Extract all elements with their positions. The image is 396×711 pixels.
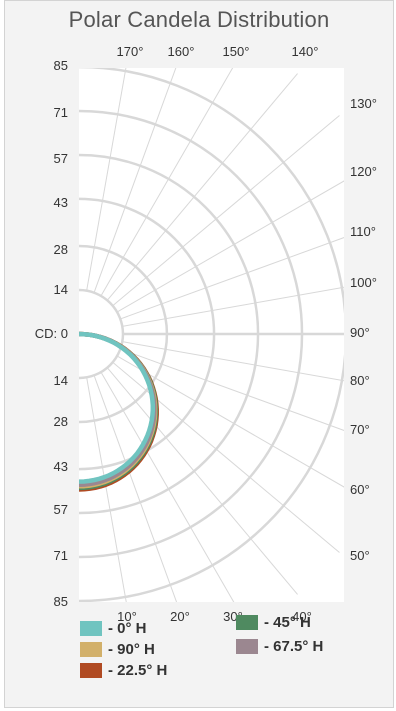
angle-tick-label: 160° <box>168 44 195 59</box>
angle-tick-label: 90° <box>350 325 370 340</box>
angle-tick-label: 20° <box>170 609 190 624</box>
grid-spoke <box>106 73 298 301</box>
legend-label: - 22.5° H <box>108 662 168 679</box>
radial-tick-label: 43 <box>54 195 68 210</box>
radial-tick-label: 57 <box>54 151 68 166</box>
grid-spoke <box>86 68 127 291</box>
legend-item-0deg: - 0° H <box>80 620 147 637</box>
grid-spoke <box>112 115 340 307</box>
radial-tick-label: 14 <box>54 373 68 388</box>
angle-tick-label: 10° <box>117 609 137 624</box>
grid-spoke <box>122 286 344 327</box>
angle-tick-label: 120° <box>350 164 377 179</box>
grid-spoke <box>86 377 127 602</box>
angle-tick-label: 130° <box>350 96 377 111</box>
legend-label: - 0° H <box>108 620 147 637</box>
legend-swatch <box>80 663 102 678</box>
angle-tick-label: 170° <box>117 44 144 59</box>
legend-item-45deg: - 45° H <box>236 614 311 631</box>
angle-tick-label: 50° <box>350 548 370 563</box>
angle-tick-label: 100° <box>350 275 377 290</box>
radial-tick-label: 57 <box>54 502 68 517</box>
grid-spoke <box>93 68 177 293</box>
radial-tick-label: 28 <box>54 242 68 257</box>
grid-spoke <box>120 348 344 431</box>
axis-labels: 85 71 57 43 28 14 CD: 0 14 28 43 57 71 85 170° 160° 150… <box>35 44 377 624</box>
legend-label: - 67.5° H <box>264 638 324 655</box>
angle-tick-label: 70° <box>350 422 370 437</box>
radial-tick-label: 14 <box>54 282 68 297</box>
radial-tick-label: 43 <box>54 459 68 474</box>
angle-tick-label: 60° <box>350 482 370 497</box>
radial-tick-label: 85 <box>54 594 68 609</box>
grid-spoke <box>120 237 344 320</box>
radial-tick-label: 71 <box>54 548 68 563</box>
legend-swatch <box>80 642 102 657</box>
angle-tick-label: 140° <box>292 44 319 59</box>
series-line <box>79 331 156 484</box>
legend-item-67-5deg: - 67.5° H <box>236 638 323 655</box>
angle-tick-label: 110° <box>350 224 376 239</box>
grid-spoke <box>106 367 298 595</box>
radial-tick-label: 85 <box>54 58 68 73</box>
polar-grid <box>79 68 344 602</box>
legend-swatch <box>80 621 102 636</box>
radial-tick-label: 28 <box>54 414 68 429</box>
legend-label: - 90° H <box>108 641 155 658</box>
candela-curves <box>79 331 159 492</box>
radial-unit-label: CD: 0 <box>35 326 68 341</box>
legend-swatch <box>236 639 258 654</box>
grid-spoke <box>116 180 344 313</box>
radial-tick-label: 71 <box>54 105 68 120</box>
angle-tick-label: 80° <box>350 373 370 388</box>
chart-title: Polar Candela Distribution <box>68 7 330 32</box>
legend-item-90deg: - 90° H <box>80 641 155 658</box>
angle-tick-label: 150° <box>223 44 250 59</box>
grid-spoke <box>93 375 178 602</box>
legend-swatch <box>236 615 258 630</box>
legend-item-22-5deg: - 22.5° H <box>80 662 167 679</box>
angle-tick-label: 40° <box>292 609 312 624</box>
grid-spoke <box>122 341 344 382</box>
grid-spoke <box>116 355 344 488</box>
legend-label: - 45° H <box>264 614 311 631</box>
grid-spoke <box>100 68 234 297</box>
grid-spoke <box>100 371 235 602</box>
